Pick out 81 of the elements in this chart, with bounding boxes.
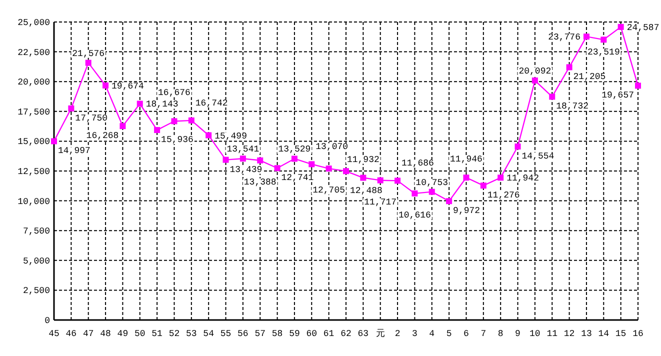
data-label: 20,092 xyxy=(518,66,552,76)
xtick: 6 xyxy=(464,329,469,339)
data-label: 11,942 xyxy=(506,174,539,184)
data-label: 11,717 xyxy=(364,197,397,208)
xtick: 45 xyxy=(48,329,60,339)
xtick: 61 xyxy=(323,329,334,339)
xtick: 元 xyxy=(376,329,385,339)
xtick: 12 xyxy=(564,329,575,339)
xtick: 62 xyxy=(340,329,352,339)
ytick: 10,000 xyxy=(18,196,50,207)
xtick: 58 xyxy=(272,329,283,339)
xtick: 50 xyxy=(134,329,146,339)
xtick: 63 xyxy=(358,329,369,339)
xtick: 15 xyxy=(615,329,626,339)
data-label: 11,932 xyxy=(346,154,380,165)
data-label: 10,753 xyxy=(416,178,448,188)
data-label: 18,732 xyxy=(556,102,589,112)
xtick: 56 xyxy=(238,329,248,339)
data-label: 13,439 xyxy=(230,164,262,175)
data-label: 15,936 xyxy=(161,135,194,146)
data-label: 13,070 xyxy=(316,142,348,152)
data-label: 17,750 xyxy=(75,113,108,124)
data-label: 19,674 xyxy=(112,81,144,92)
data-label: 24,587 xyxy=(626,22,660,33)
xtick: 49 xyxy=(117,329,128,339)
data-label: 23,776 xyxy=(548,32,580,43)
ytick: 2,500 xyxy=(22,286,50,296)
data-label: 11,686 xyxy=(402,158,434,169)
ytick: 17,500 xyxy=(18,107,50,118)
xtick: 59 xyxy=(289,329,300,339)
data-label: 16,676 xyxy=(158,88,190,98)
data-label: 13,541 xyxy=(226,144,260,155)
ytick: 5,000 xyxy=(22,256,50,266)
xtick: 5 xyxy=(446,329,452,339)
data-label: 15,499 xyxy=(214,131,247,142)
xtick: 51 xyxy=(152,329,162,339)
ytick: 22,500 xyxy=(18,48,50,58)
data-label: 10,616 xyxy=(398,210,431,220)
xtick: 11 xyxy=(546,329,558,339)
xtick: 2 xyxy=(394,329,400,339)
ytick: 0 xyxy=(44,316,50,326)
data-label: 11,276 xyxy=(487,190,520,201)
xtick: 53 xyxy=(186,329,197,339)
data-label: 23,519 xyxy=(587,48,620,58)
data-label: 14,554 xyxy=(522,152,554,162)
ytick: 15,000 xyxy=(18,137,50,148)
xtick: 8 xyxy=(498,329,504,339)
data-label: 14,997 xyxy=(58,146,90,156)
ytick: 12,500 xyxy=(18,167,50,177)
xtick: 55 xyxy=(220,329,232,339)
xtick: 46 xyxy=(66,329,77,339)
data-label: 21,576 xyxy=(72,48,105,59)
xtick: 7 xyxy=(480,329,486,339)
xtick: 10 xyxy=(530,329,540,339)
data-label: 13,529 xyxy=(278,144,311,155)
data-label: 12,741 xyxy=(281,173,314,184)
xtick: 14 xyxy=(598,329,610,339)
ytick: 7,500 xyxy=(22,226,50,237)
data-label: 12,705 xyxy=(312,186,346,196)
xtick: 52 xyxy=(168,329,180,339)
data-label: 21,205 xyxy=(573,72,606,82)
data-label: 16,268 xyxy=(86,131,119,142)
xtick: 57 xyxy=(254,329,266,339)
xtick: 9 xyxy=(515,329,520,339)
data-label: 19,657 xyxy=(602,90,634,101)
xtick: 3 xyxy=(412,329,418,339)
xtick: 4 xyxy=(429,329,435,339)
data-label: 9,972 xyxy=(453,206,480,216)
xtick: 13 xyxy=(581,329,592,339)
xtick: 16 xyxy=(632,329,644,339)
data-label: 11,946 xyxy=(450,154,482,165)
xtick: 60 xyxy=(306,329,318,339)
ytick: 20,000 xyxy=(18,78,50,88)
xtick: 48 xyxy=(100,329,111,339)
data-label: 12,488 xyxy=(350,186,382,196)
xtick: 54 xyxy=(203,329,214,339)
xtick: 47 xyxy=(82,329,94,339)
data-label: 13,388 xyxy=(244,177,276,188)
data-label: 16,742 xyxy=(195,98,228,108)
data-label: 18,143 xyxy=(146,100,178,110)
ytick: 25,000 xyxy=(18,18,50,28)
